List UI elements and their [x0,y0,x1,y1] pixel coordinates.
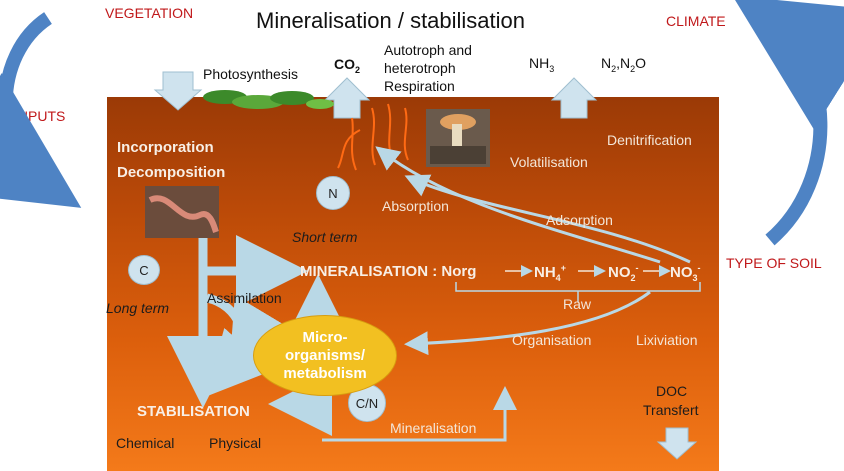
stabilisation-label: STABILISATION [137,403,250,420]
doc-label: DOC [656,383,688,399]
mushroom-photo [426,109,490,167]
no2-label: NO2- [608,263,639,283]
heterotroph-label: heterotroph [384,60,456,76]
photosynthesis-label: Photosynthesis [203,66,298,82]
mineralisation-norg-label: MINERALISATION : Norg [300,263,477,280]
climate-label: CLIMATE [666,13,726,29]
short-term-label: Short term [292,229,358,245]
vegetation-leaves-image [203,90,334,109]
c-circle: C [128,255,160,285]
raw-label: Raw [563,296,592,312]
volatilisation-label: Volatilisation [510,154,588,170]
organisation-label: Organisation [512,332,592,348]
lixiviation-label: Lixiviation [636,332,698,348]
micro-line-1: Micro- [302,328,348,346]
cn-circle: C/N [348,384,386,422]
micro-organisms-ellipse: Micro- organisms/ metabolism [253,315,397,396]
long-term-label: Long term [106,300,170,316]
transfert-label: Transfert [643,402,699,418]
earthworm-photo [145,186,219,238]
diagram-title: Mineralisation / stabilisation [256,8,526,33]
mineralisation-chain: MINERALISATION : Norg [300,263,476,280]
co2-label: CO2 [334,56,361,75]
roots-image [337,103,409,171]
absorption-label: Absorption [382,198,449,214]
type-of-soil-label: TYPE OF SOIL [726,255,822,271]
micro-line-3: metabolism [283,364,367,382]
physical-label: Physical [209,435,262,451]
vegetation-input-arrow [153,71,203,111]
autotroph-label: Autotroph and [384,42,472,58]
chemical-label: Chemical [116,435,175,451]
no3-label: NO3- [670,263,701,283]
soil-block [107,97,719,471]
incorporation-label: Incorporation [117,139,214,156]
inputs-curve-arrow [0,12,82,208]
co2-up-arrow [323,77,371,119]
nh3-label: NH3 [529,55,555,74]
mineralisation-small-label: Mineralisation [390,420,477,436]
denitrification-label: Denitrification [607,132,692,148]
nh4-label: NH4+ [534,263,566,283]
adsorption-label: Adsorption [546,212,613,228]
doc-down-arrow [656,427,698,460]
n-circle: N [316,176,350,210]
micro-line-2: organisms/ [284,346,365,364]
n2-n2o-label: N2,N2O [601,55,647,74]
nh3-up-arrow [550,77,598,119]
decomposition-label: Decomposition [117,164,226,181]
assimilation-label: Assimilation [207,290,282,306]
climate-curve-arrow [732,0,844,246]
vegetation-label: VEGETATION [105,5,194,21]
respiration-label: Respiration [384,78,455,94]
